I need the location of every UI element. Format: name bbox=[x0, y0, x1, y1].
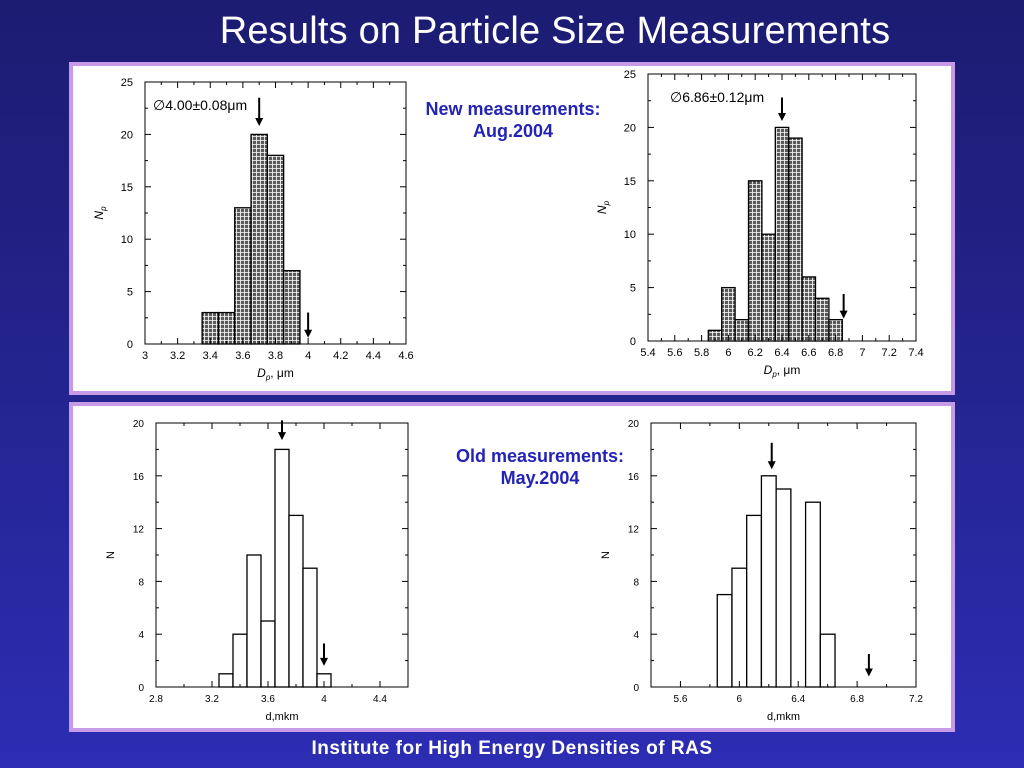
x-tick-label: 3.4 bbox=[203, 350, 218, 362]
histogram-bar bbox=[731, 567, 748, 688]
arrow-marker bbox=[278, 420, 286, 441]
y-tick-label: 16 bbox=[133, 472, 145, 483]
y-tick-label: 25 bbox=[624, 69, 636, 81]
y-tick-label: 0 bbox=[127, 339, 133, 351]
x-tick-label: 3.2 bbox=[205, 694, 219, 705]
y-tick-label: 4 bbox=[633, 630, 639, 641]
y-tick-label: 4 bbox=[138, 630, 144, 641]
y-tick-label: 25 bbox=[121, 77, 133, 89]
x-tick-label: 4 bbox=[305, 350, 311, 362]
y-tick-label: 15 bbox=[624, 176, 636, 188]
y-tick-label: 8 bbox=[633, 577, 639, 588]
x-tick-label: 5.8 bbox=[694, 347, 709, 359]
old-measurements-note: Old measurements: May.2004 bbox=[430, 445, 650, 489]
y-tick-label: 12 bbox=[133, 525, 145, 536]
x-tick-label: 6.8 bbox=[828, 347, 843, 359]
y-tick-label: 20 bbox=[121, 129, 133, 141]
x-tick-label: 7.2 bbox=[909, 694, 923, 705]
x-tick-label: 3.6 bbox=[235, 350, 250, 362]
x-tick-label: 3.6 bbox=[261, 694, 275, 705]
y-tick-label: 20 bbox=[628, 419, 640, 430]
y-tick-label: 0 bbox=[633, 683, 639, 694]
y-tick-label: 0 bbox=[630, 336, 636, 348]
y-axis-label: N bbox=[105, 551, 117, 559]
y-tick-label: 8 bbox=[138, 577, 144, 588]
x-tick-label: 6.4 bbox=[791, 694, 805, 705]
histogram-bar bbox=[804, 501, 821, 688]
y-axis-label: Np bbox=[595, 200, 611, 214]
diameter-annotation: ∅6.86±0.12μm bbox=[670, 89, 764, 105]
histogram-bar bbox=[760, 475, 777, 688]
y-tick-label: 12 bbox=[628, 525, 640, 536]
histogram-bar bbox=[716, 593, 733, 688]
x-tick-label: 6 bbox=[737, 694, 743, 705]
y-tick-label: 16 bbox=[628, 472, 640, 483]
arrow-marker bbox=[864, 654, 873, 677]
x-tick-label: 4 bbox=[321, 694, 327, 705]
y-tick-label: 5 bbox=[630, 283, 636, 295]
arrow-marker bbox=[304, 312, 313, 338]
x-tick-label: 7 bbox=[859, 347, 865, 359]
x-tick-label: 5.4 bbox=[640, 347, 655, 359]
x-tick-label: 4.6 bbox=[398, 350, 413, 362]
x-tick-label: 3.2 bbox=[170, 350, 185, 362]
histogram-bar bbox=[775, 488, 792, 688]
x-axis-label: d,mkm bbox=[266, 711, 299, 723]
histogram-bar bbox=[819, 633, 836, 688]
y-tick-label: 0 bbox=[138, 683, 144, 694]
slide-title: Results on Particle Size Measurements bbox=[219, 10, 891, 52]
arrow-marker bbox=[767, 442, 776, 470]
arrow-marker bbox=[839, 294, 848, 319]
y-tick-label: 15 bbox=[121, 182, 133, 194]
old-measurements-date: May.2004 bbox=[500, 468, 580, 488]
x-tick-label: 2.8 bbox=[149, 694, 163, 705]
x-axis-label: Dp, μm bbox=[764, 363, 801, 379]
old-measurements-label: Old measurements: bbox=[455, 446, 625, 466]
x-tick-label: 5.6 bbox=[673, 694, 687, 705]
y-tick-label: 10 bbox=[121, 234, 133, 246]
arrow-marker bbox=[255, 97, 264, 127]
y-axis-label: N bbox=[600, 551, 612, 559]
x-tick-label: 7.4 bbox=[908, 347, 923, 359]
x-tick-label: 6 bbox=[725, 347, 731, 359]
x-axis-label: Dp, μm bbox=[257, 366, 294, 382]
x-tick-label: 5.6 bbox=[667, 347, 682, 359]
x-tick-label: 3.8 bbox=[268, 350, 283, 362]
x-tick-label: 3 bbox=[142, 350, 148, 362]
y-axis-label: Np bbox=[92, 206, 108, 220]
x-tick-label: 4.2 bbox=[333, 350, 348, 362]
x-tick-label: 4.4 bbox=[366, 350, 381, 362]
x-tick-label: 6.4 bbox=[774, 347, 789, 359]
x-tick-label: 6.8 bbox=[850, 694, 864, 705]
new-measurements-label: New measurements: bbox=[425, 99, 601, 119]
x-tick-label: 7.2 bbox=[882, 347, 897, 359]
x-tick-label: 4.4 bbox=[373, 694, 387, 705]
new-measurements-date: Aug.2004 bbox=[472, 121, 554, 141]
y-tick-label: 10 bbox=[624, 229, 636, 241]
histogram-bar bbox=[746, 514, 763, 688]
arrow-marker bbox=[320, 643, 328, 666]
x-axis-label: d,mkm bbox=[767, 711, 800, 723]
footer-institute: Institute for High Energy Densities of R… bbox=[311, 738, 713, 759]
x-tick-label: 6.6 bbox=[801, 347, 816, 359]
x-tick-label: 6.2 bbox=[748, 347, 763, 359]
new-measurements-note: New measurements: Aug.2004 bbox=[403, 98, 623, 142]
y-tick-label: 5 bbox=[127, 287, 133, 299]
diameter-annotation: ∅4.00±0.08μm bbox=[153, 97, 247, 113]
y-tick-label: 20 bbox=[133, 419, 145, 430]
arrow-marker bbox=[778, 97, 786, 121]
y-tick-label: 20 bbox=[624, 122, 636, 134]
